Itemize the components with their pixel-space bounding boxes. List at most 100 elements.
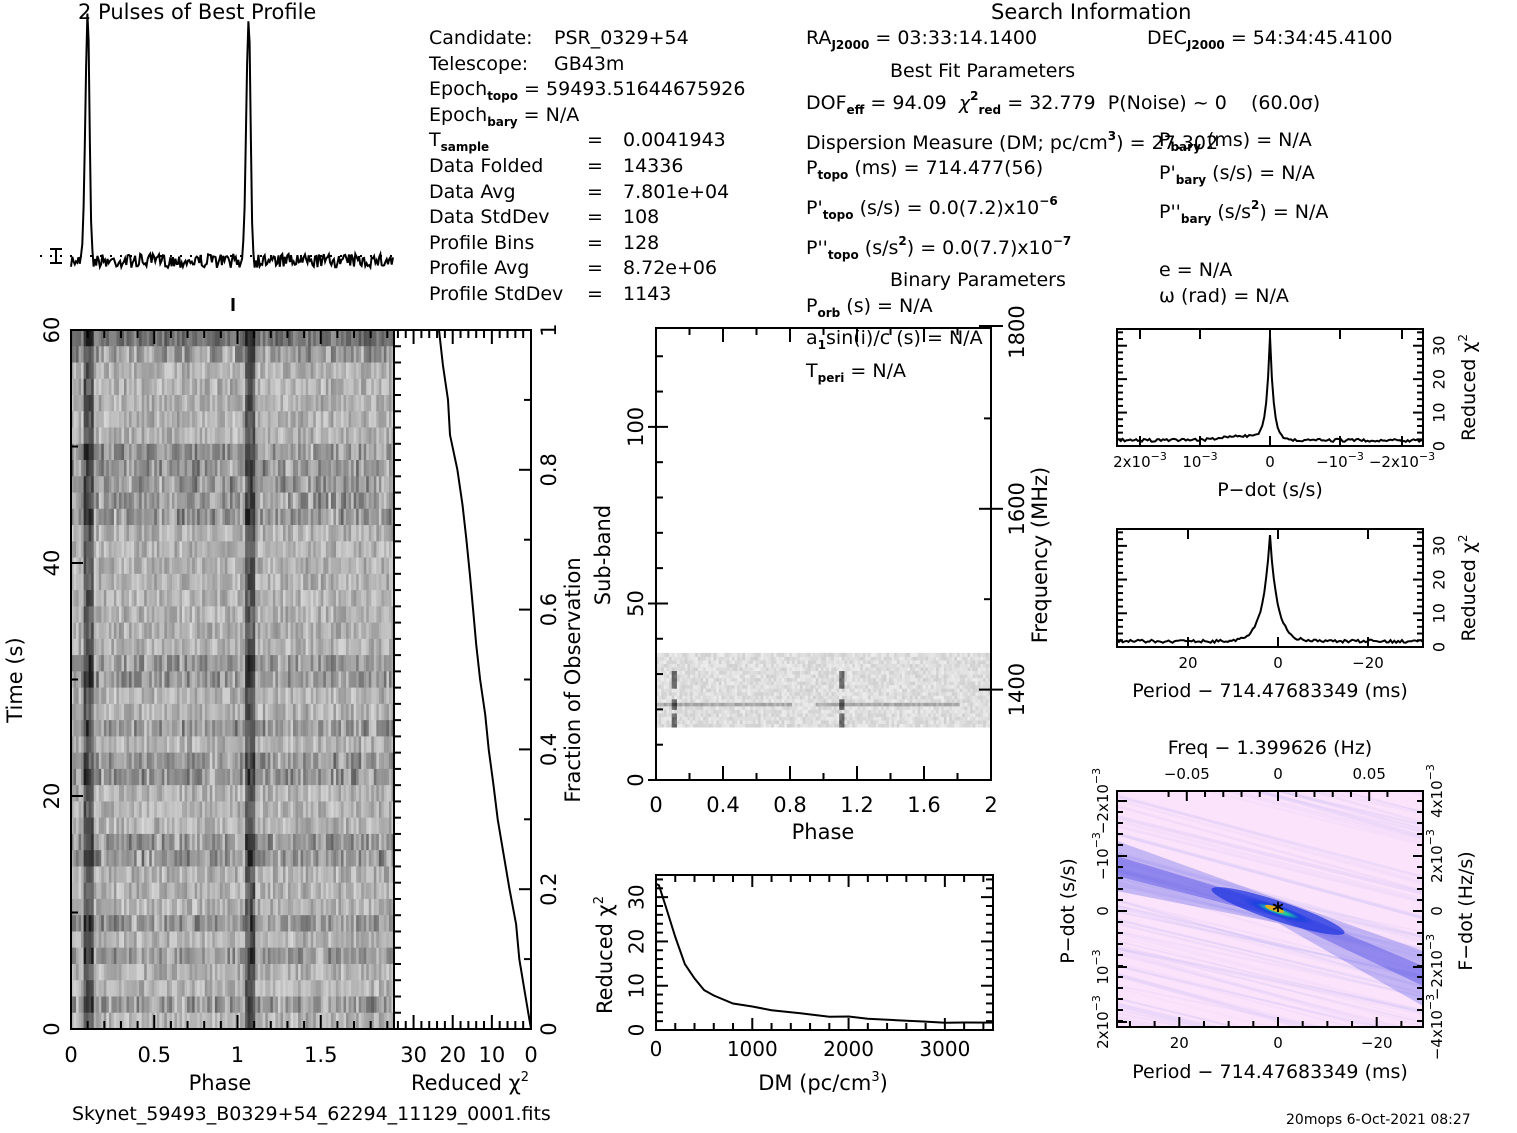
heatmap-cell bbox=[386, 898, 390, 916]
heatmap-cell bbox=[308, 915, 312, 932]
heatmap-cell bbox=[204, 915, 208, 932]
heatmap-cell bbox=[73, 801, 77, 819]
heatmap-cell bbox=[212, 833, 216, 851]
heatmap-cell bbox=[88, 427, 92, 445]
heatmap-cell bbox=[373, 785, 377, 802]
heatmap-cell bbox=[108, 411, 112, 429]
heatmap-cell bbox=[199, 346, 203, 364]
heatmap-cell bbox=[378, 362, 382, 380]
heatmap-cell bbox=[240, 850, 244, 867]
heatmap-cell bbox=[323, 801, 327, 819]
heatmap-cell bbox=[363, 476, 367, 494]
heatmap-cell bbox=[288, 801, 292, 819]
heatmap-cell bbox=[171, 378, 175, 396]
heatmap-cell bbox=[171, 655, 175, 672]
heatmap-cell bbox=[303, 590, 307, 607]
heatmap-cell bbox=[187, 411, 191, 429]
heatmap-cell bbox=[98, 768, 102, 786]
heatmap-cell bbox=[176, 850, 180, 867]
heatmap-cell bbox=[315, 460, 319, 477]
heatmap-cell bbox=[383, 915, 387, 932]
heatmap-cell bbox=[313, 622, 317, 640]
heatmap-cell bbox=[149, 671, 153, 689]
heatmap-cell bbox=[171, 752, 175, 770]
heatmap-cell bbox=[308, 817, 312, 835]
heatmap-cell bbox=[164, 525, 168, 542]
heatmap-cell bbox=[237, 833, 241, 851]
heatmap-cell bbox=[169, 573, 173, 591]
heatmap-cell bbox=[358, 492, 362, 510]
heatmap-cell bbox=[368, 590, 372, 607]
heatmap-cell bbox=[270, 508, 274, 526]
heatmap-cell bbox=[151, 362, 155, 380]
heatmap-cell bbox=[222, 492, 226, 510]
heatmap-cell bbox=[81, 736, 85, 754]
heatmap-cell bbox=[235, 720, 239, 737]
heatmap-cell bbox=[257, 655, 261, 672]
heatmap-cell bbox=[338, 736, 342, 754]
heatmap-cell bbox=[383, 671, 387, 689]
heatmap-cell bbox=[376, 460, 380, 477]
heatmap-cell bbox=[293, 557, 297, 575]
heatmap-cell bbox=[333, 915, 337, 932]
heatmap-cell bbox=[227, 330, 231, 347]
heatmap-cell bbox=[328, 736, 332, 754]
heatmap-cell bbox=[260, 736, 264, 754]
heatmap-cell bbox=[378, 330, 382, 347]
heatmap-cell bbox=[245, 850, 249, 867]
heatmap-cell bbox=[288, 622, 292, 640]
heatmap-cell bbox=[224, 801, 228, 819]
heatmap-cell bbox=[118, 492, 122, 510]
heatmap-cell bbox=[270, 330, 274, 347]
heatmap-cell bbox=[280, 330, 284, 347]
heatmap-cell bbox=[96, 915, 100, 932]
heatmap-cell bbox=[338, 720, 342, 737]
heatmap-cell bbox=[262, 703, 266, 721]
heatmap-cell bbox=[381, 801, 385, 819]
heatmap-cell bbox=[71, 655, 75, 672]
heatmap-cell bbox=[229, 931, 233, 949]
heatmap-cell bbox=[333, 508, 337, 526]
heatmap-cell bbox=[323, 443, 327, 461]
heatmap-cell bbox=[333, 622, 337, 640]
heatmap-cell bbox=[108, 898, 112, 916]
heatmap-cell bbox=[166, 882, 170, 900]
heatmap-cell bbox=[81, 460, 85, 477]
heatmap-cell bbox=[161, 460, 165, 477]
heatmap-cell bbox=[187, 557, 191, 575]
heatmap-cell bbox=[159, 947, 163, 965]
heatmap-cell bbox=[363, 736, 367, 754]
heatmap-cell bbox=[123, 330, 128, 347]
heatmap-cell bbox=[154, 898, 158, 916]
heatmap-cell bbox=[288, 736, 292, 754]
heatmap-cell bbox=[154, 638, 158, 656]
heatmap-cell bbox=[383, 573, 387, 591]
heatmap-cell bbox=[328, 785, 332, 802]
heatmap-cell bbox=[356, 590, 360, 607]
heatmap-cell bbox=[343, 606, 347, 624]
heatmap-cell bbox=[202, 476, 206, 494]
heatmap-cell bbox=[388, 362, 392, 380]
heatmap-cell bbox=[179, 557, 183, 575]
heatmap-cell bbox=[222, 947, 226, 965]
heatmap-cell bbox=[267, 395, 271, 412]
heatmap-cell bbox=[113, 525, 117, 542]
heatmap-cell bbox=[298, 378, 302, 396]
heatmap-cell bbox=[371, 411, 375, 429]
heatmap-cell bbox=[141, 508, 145, 526]
heatmap-cell bbox=[346, 736, 350, 754]
heatmap-cell bbox=[298, 638, 302, 656]
heatmap-cell bbox=[101, 492, 105, 510]
heatmap-cell bbox=[260, 557, 264, 575]
heatmap-cell bbox=[151, 687, 155, 705]
heatmap-cell bbox=[174, 476, 178, 494]
heatmap-cell bbox=[315, 346, 319, 364]
heatmap-cell bbox=[270, 525, 274, 542]
heatmap-cell bbox=[285, 915, 289, 932]
heatmap-cell bbox=[129, 541, 133, 559]
heatmap-cell bbox=[192, 866, 196, 884]
heatmap-cell bbox=[179, 785, 183, 802]
heatmap-cell bbox=[189, 915, 193, 932]
heatmap-cell bbox=[212, 378, 216, 396]
heatmap-cell bbox=[81, 703, 85, 721]
